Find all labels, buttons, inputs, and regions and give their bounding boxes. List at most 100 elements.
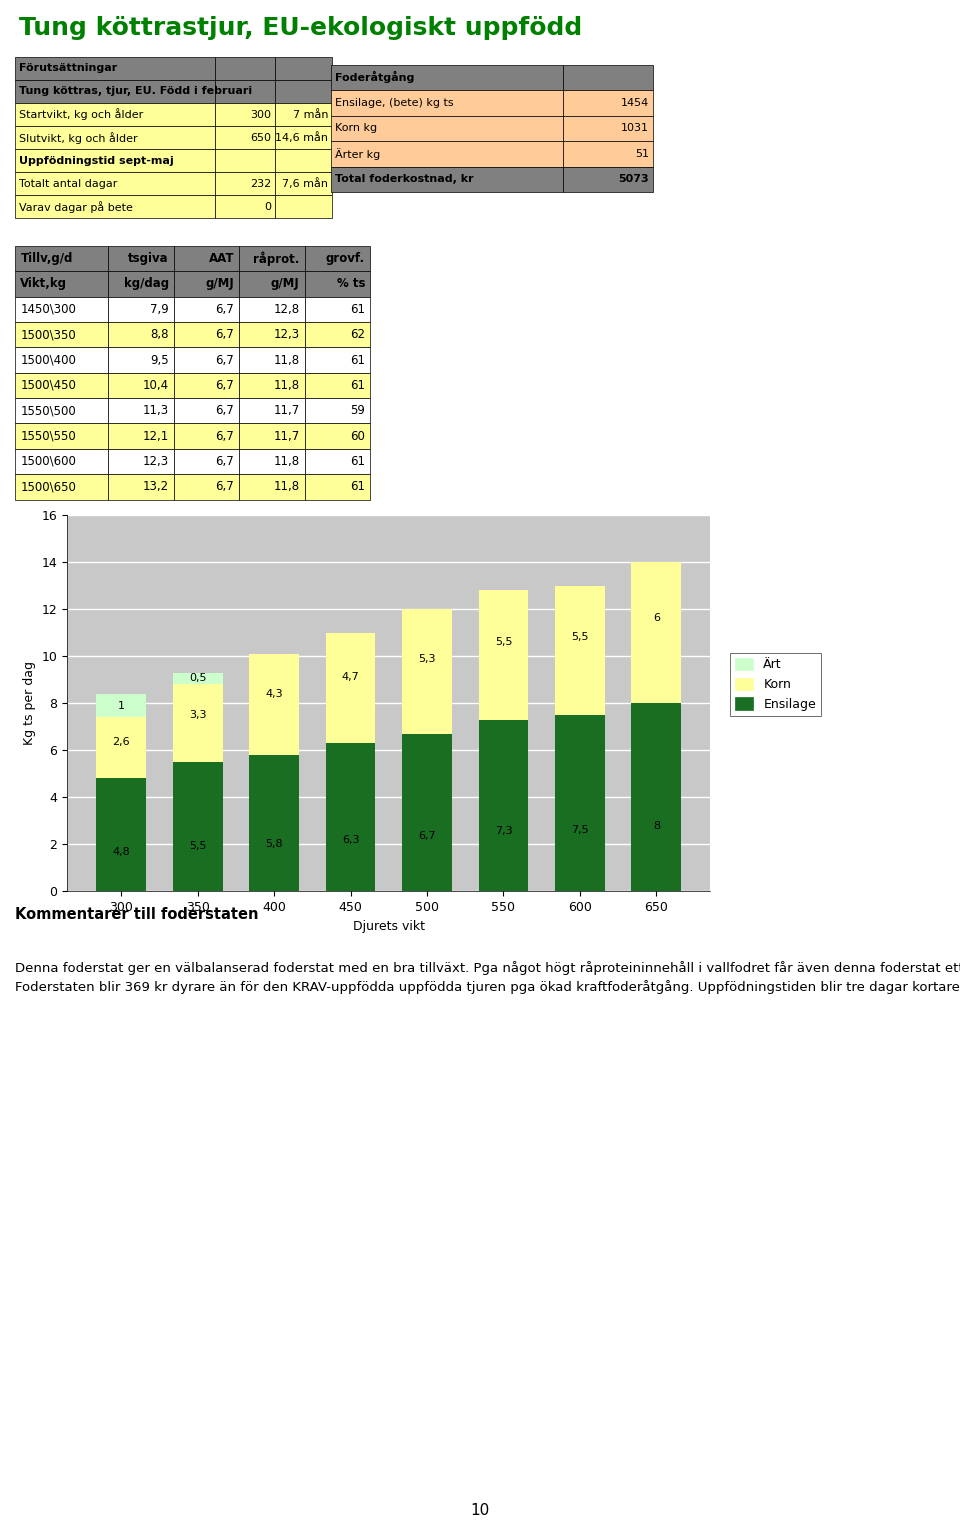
Text: Uppfödningstid sept-maj: Uppfödningstid sept-maj bbox=[19, 155, 174, 166]
Bar bbox=[304, 271, 371, 297]
Text: 0,5: 0,5 bbox=[189, 673, 206, 684]
Text: Foderåtgång: Foderåtgång bbox=[335, 71, 415, 83]
Text: 10: 10 bbox=[470, 1503, 490, 1519]
Text: 1031: 1031 bbox=[621, 123, 649, 134]
Text: Förutsättningar: Förutsättningar bbox=[19, 63, 117, 74]
Text: 61: 61 bbox=[350, 380, 365, 392]
Text: 7,6 mån: 7,6 mån bbox=[282, 178, 328, 189]
Bar bbox=[174, 473, 239, 500]
Bar bbox=[239, 423, 304, 449]
Text: 12,8: 12,8 bbox=[274, 303, 300, 315]
Bar bbox=[239, 321, 304, 347]
Bar bbox=[15, 271, 108, 297]
Text: 6,7: 6,7 bbox=[215, 329, 234, 341]
Bar bbox=[173, 762, 223, 891]
Bar bbox=[325, 744, 375, 891]
Bar bbox=[174, 246, 239, 271]
Text: Ärter kg: Ärter kg bbox=[335, 148, 380, 160]
Bar bbox=[108, 297, 174, 321]
Bar bbox=[15, 57, 215, 80]
Text: 4,3: 4,3 bbox=[265, 689, 283, 699]
Bar bbox=[304, 423, 371, 449]
X-axis label: Djurets vikt: Djurets vikt bbox=[352, 919, 424, 933]
Bar bbox=[15, 126, 215, 149]
Bar bbox=[276, 149, 332, 172]
Text: 11,8: 11,8 bbox=[274, 481, 300, 493]
Text: 11,8: 11,8 bbox=[274, 354, 300, 366]
Text: 11,8: 11,8 bbox=[274, 380, 300, 392]
Bar bbox=[239, 271, 304, 297]
Text: g/MJ: g/MJ bbox=[205, 278, 234, 290]
Bar bbox=[276, 103, 332, 126]
Text: 11,7: 11,7 bbox=[274, 404, 300, 417]
Text: 5,5: 5,5 bbox=[571, 632, 588, 642]
Text: Total foderkostnad, kr: Total foderkostnad, kr bbox=[335, 174, 473, 184]
Bar bbox=[15, 449, 108, 473]
Text: Tung köttras, tjur, EU. Född i februari: Tung köttras, tjur, EU. Född i februari bbox=[19, 86, 252, 97]
Bar bbox=[215, 126, 276, 149]
Bar bbox=[239, 449, 304, 473]
Text: 62: 62 bbox=[350, 329, 365, 341]
Text: 300: 300 bbox=[251, 109, 272, 120]
Bar bbox=[108, 372, 174, 398]
Text: 7,3: 7,3 bbox=[494, 827, 513, 836]
Text: Totalt antal dagar: Totalt antal dagar bbox=[19, 178, 117, 189]
Bar bbox=[15, 398, 108, 423]
Bar bbox=[15, 195, 215, 218]
Bar bbox=[108, 449, 174, 473]
Text: 9,5: 9,5 bbox=[150, 354, 169, 366]
Bar bbox=[402, 733, 452, 891]
Bar bbox=[15, 423, 108, 449]
Text: 7 mån: 7 mån bbox=[293, 109, 328, 120]
Bar bbox=[174, 449, 239, 473]
Bar bbox=[96, 693, 146, 718]
Bar bbox=[402, 609, 452, 733]
Text: Ensilage, (bete) kg ts: Ensilage, (bete) kg ts bbox=[335, 98, 454, 108]
Text: 1500\600: 1500\600 bbox=[20, 455, 76, 467]
Text: 10,4: 10,4 bbox=[143, 380, 169, 392]
Bar bbox=[215, 149, 276, 172]
Bar bbox=[304, 398, 371, 423]
Text: 61: 61 bbox=[350, 303, 365, 315]
Text: Vikt,kg: Vikt,kg bbox=[20, 278, 67, 290]
Bar bbox=[173, 684, 223, 762]
Text: 650: 650 bbox=[251, 132, 272, 143]
Bar bbox=[15, 372, 108, 398]
Text: grovf.: grovf. bbox=[326, 252, 365, 264]
Text: 6,7: 6,7 bbox=[215, 455, 234, 467]
Bar bbox=[276, 57, 332, 80]
Bar bbox=[632, 704, 682, 891]
Bar bbox=[276, 195, 332, 218]
Bar bbox=[331, 141, 563, 166]
Bar bbox=[15, 103, 215, 126]
Bar bbox=[239, 398, 304, 423]
Text: 1550\550: 1550\550 bbox=[20, 430, 76, 443]
Bar bbox=[174, 347, 239, 372]
Text: 1: 1 bbox=[118, 701, 125, 710]
Text: råprot.: råprot. bbox=[253, 252, 300, 266]
Bar bbox=[96, 778, 146, 891]
Bar bbox=[563, 141, 653, 166]
Text: 4,7: 4,7 bbox=[342, 672, 359, 682]
Bar bbox=[331, 115, 563, 141]
Bar bbox=[96, 718, 146, 778]
Text: 7,5: 7,5 bbox=[571, 825, 588, 835]
Bar bbox=[304, 347, 371, 372]
Text: 61: 61 bbox=[350, 481, 365, 493]
Text: 12,1: 12,1 bbox=[142, 430, 169, 443]
Text: 5,5: 5,5 bbox=[189, 841, 206, 851]
Text: Korn kg: Korn kg bbox=[335, 123, 377, 134]
Bar bbox=[304, 246, 371, 271]
Text: 8: 8 bbox=[653, 821, 660, 830]
Text: 1500\650: 1500\650 bbox=[20, 481, 76, 493]
Bar bbox=[174, 321, 239, 347]
Text: kg/dag: kg/dag bbox=[124, 278, 169, 290]
Text: 6,7: 6,7 bbox=[215, 303, 234, 315]
Bar bbox=[304, 321, 371, 347]
Text: 6,7: 6,7 bbox=[419, 832, 436, 841]
Bar bbox=[15, 172, 215, 195]
Text: 14,6 mån: 14,6 mån bbox=[276, 132, 328, 143]
Text: 12,3: 12,3 bbox=[274, 329, 300, 341]
Bar bbox=[276, 172, 332, 195]
Bar bbox=[555, 715, 605, 891]
